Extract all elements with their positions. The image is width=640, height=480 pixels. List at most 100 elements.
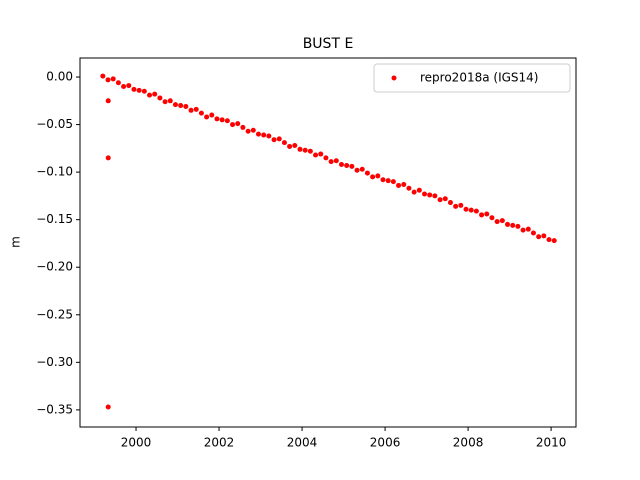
data-point (297, 146, 303, 152)
y-tick-label: −0.15 (36, 212, 73, 226)
data-point (463, 206, 469, 212)
data-point (240, 124, 246, 130)
data-point (121, 84, 127, 90)
data-point (422, 191, 428, 197)
data-point (499, 218, 505, 224)
data-point (530, 230, 536, 236)
data-point (204, 114, 210, 120)
data-point (183, 104, 189, 110)
data-point (370, 174, 376, 180)
data-point (152, 91, 158, 97)
data-point (235, 121, 241, 127)
data-point (484, 211, 490, 217)
data-point (126, 83, 132, 89)
data-point (344, 162, 350, 168)
data-point (276, 136, 282, 142)
data-point (515, 223, 521, 229)
data-point (136, 87, 142, 93)
data-point (209, 112, 215, 118)
data-point (541, 233, 547, 239)
data-point (551, 238, 557, 244)
chart-title: BUST E (303, 36, 354, 52)
data-point (479, 212, 485, 218)
y-tick-label: −0.10 (36, 165, 73, 179)
data-point (255, 131, 261, 137)
data-point (214, 116, 220, 122)
data-point (390, 179, 396, 185)
data-point (364, 170, 370, 176)
data-point (432, 193, 438, 199)
data-point (266, 133, 272, 139)
data-point (157, 95, 163, 101)
data-point (302, 147, 308, 153)
y-tick-label: −0.30 (36, 355, 73, 369)
data-point (245, 128, 251, 134)
data-point (447, 200, 453, 206)
data-point (349, 163, 355, 169)
data-point (219, 117, 225, 123)
data-point (115, 80, 121, 86)
data-point (105, 155, 111, 161)
data-point (396, 182, 402, 188)
data-point (250, 127, 256, 133)
data-point (313, 152, 319, 158)
data-point (105, 404, 111, 410)
data-point (172, 102, 178, 108)
y-tick-label: −0.05 (36, 117, 73, 131)
data-point (261, 132, 267, 138)
y-axis-label: m (9, 236, 23, 248)
data-point (318, 151, 324, 157)
data-point (525, 226, 531, 232)
data-point (167, 98, 173, 104)
data-point (198, 110, 204, 116)
data-point (427, 192, 433, 198)
data-point (489, 215, 495, 221)
data-point (442, 196, 448, 202)
data-point (105, 77, 111, 83)
data-point (162, 99, 168, 105)
x-tick-label: 2010 (536, 436, 567, 450)
data-point (375, 173, 381, 179)
data-point (416, 187, 422, 193)
data-point (188, 107, 194, 113)
data-point (131, 86, 137, 92)
data-point (380, 177, 386, 183)
legend-marker (391, 75, 397, 81)
data-point (453, 203, 459, 209)
x-tick-label: 2006 (370, 436, 401, 450)
y-tick-label: −0.25 (36, 307, 73, 321)
data-point (520, 227, 526, 233)
data-point (224, 118, 230, 124)
data-point (546, 237, 552, 243)
data-point (406, 185, 412, 191)
data-point (230, 122, 236, 128)
x-tick-label: 2004 (287, 436, 318, 450)
plot-points (100, 73, 557, 410)
data-point (323, 155, 329, 161)
data-point (178, 103, 184, 109)
data-point (147, 92, 153, 98)
data-point (307, 148, 313, 154)
x-tick-label: 2008 (453, 436, 484, 450)
data-point (110, 76, 116, 82)
data-point (100, 73, 106, 79)
data-point (105, 98, 111, 104)
data-point (271, 137, 277, 143)
legend-box (373, 63, 571, 93)
data-point (385, 178, 391, 184)
data-point (458, 202, 464, 208)
data-point (510, 222, 516, 228)
data-point (411, 189, 417, 195)
legend-label: repro2018a (IGS14) (420, 71, 538, 85)
y-tick-label: −0.20 (36, 260, 73, 274)
data-point (287, 143, 293, 149)
data-point (401, 181, 407, 187)
data-point (141, 88, 147, 94)
data-point (473, 208, 479, 214)
data-point (468, 207, 474, 213)
data-point (338, 162, 344, 168)
data-point (505, 221, 511, 227)
data-point (333, 158, 339, 164)
